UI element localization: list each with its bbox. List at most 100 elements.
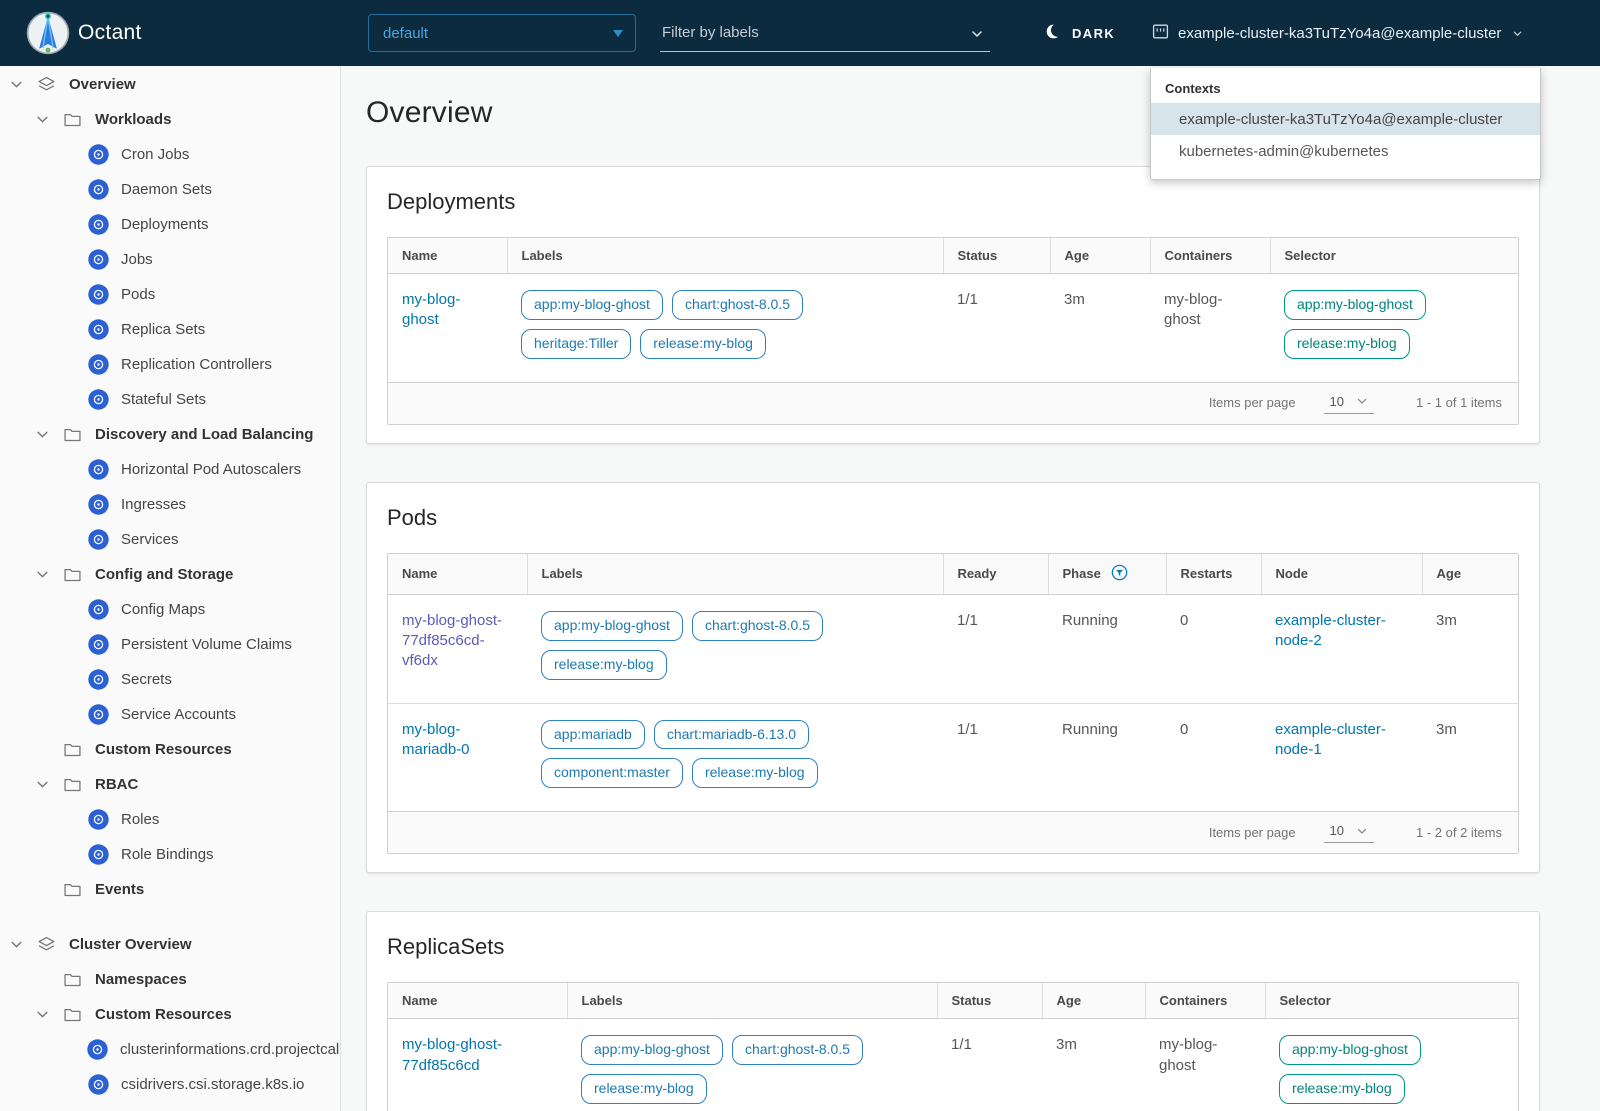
sidebar-item-label: Persistent Volume Claims <box>121 636 292 653</box>
chevron-down-icon[interactable] <box>36 428 50 441</box>
sidebar-item-label: Custom Resources <box>95 1006 232 1023</box>
chevron-down-icon[interactable] <box>36 778 50 791</box>
sidebar-item-deployments[interactable]: Deployments <box>0 207 340 242</box>
resource-icon <box>88 529 109 550</box>
context-option-example-cluster[interactable]: example-cluster-ka3TuTzYo4a@example-clus… <box>1151 103 1540 135</box>
label-tag: chart:mariadb-6.13.0 <box>653 719 810 750</box>
sidebar-item-horizontal-pod-autoscalers[interactable]: Horizontal Pod Autoscalers <box>0 452 340 487</box>
status-value: 1/1 <box>957 291 978 308</box>
sidebar-item-stateful-sets[interactable]: Stateful Sets <box>0 382 340 417</box>
label-tag: heritage:Tiller <box>521 328 632 359</box>
sidebar-item-role-bindings[interactable]: Role Bindings <box>0 837 340 872</box>
sidebar-item-jobs[interactable]: Jobs <box>0 242 340 277</box>
sidebar-item-label: Config Maps <box>121 601 206 618</box>
chevron-down-icon[interactable] <box>10 78 24 91</box>
label-filter-input[interactable] <box>660 14 960 50</box>
resource-icon <box>88 284 109 305</box>
context-option-label: kubernetes-admin@kubernetes <box>1179 142 1389 160</box>
column-header-age: Age <box>1421 553 1518 595</box>
sidebar-item-custom-resources[interactable]: Custom Resources <box>0 732 340 767</box>
chevron-down-icon[interactable] <box>10 938 24 951</box>
sidebar-item-ingresses[interactable]: Ingresses <box>0 487 340 522</box>
sidebar-item-config-and-storage[interactable]: Config and Storage <box>0 557 340 592</box>
page-size-select[interactable]: 10 <box>1323 821 1375 844</box>
label-tag: release:my-blog <box>691 758 818 789</box>
folder-icon <box>62 972 83 987</box>
folder-icon <box>62 1007 83 1022</box>
selector-tag: release:my-blog <box>1284 328 1410 359</box>
app-title: Octant <box>78 21 142 44</box>
sidebar-item-label: Service Accounts <box>121 706 237 723</box>
sidebar-item-services[interactable]: Services <box>0 522 340 557</box>
page-size-select[interactable]: 10 <box>1323 392 1375 414</box>
deployment-name-link[interactable]: my-blog-ghost <box>402 291 461 329</box>
chevron-down-icon[interactable] <box>36 113 50 126</box>
resource-icon <box>88 844 109 865</box>
sidebar-item-crd-csidrivers[interactable]: csidrivers.csi.storage.k8s.io <box>0 1067 340 1102</box>
sidebar-item-workloads[interactable]: Workloads <box>0 102 340 137</box>
folder-icon <box>62 777 83 792</box>
sidebar-item-crd-clusterinformations[interactable]: clusterinformations.crd.projectcalico.or… <box>0 1032 340 1067</box>
resource-icon <box>88 669 109 690</box>
sidebar-item-config-maps[interactable]: Config Maps <box>0 592 340 627</box>
sidebar-item-namespaces[interactable]: Namespaces <box>0 962 340 997</box>
pod-name-link[interactable]: my-blog-ghost-77df85c6cd-vf6dx <box>402 611 503 670</box>
column-header-status: Status <box>942 238 1050 274</box>
filter-icon[interactable] <box>1111 564 1128 584</box>
context-option-kubernetes-admin[interactable]: kubernetes-admin@kubernetes <box>1151 135 1540 167</box>
chevron-down-icon[interactable] <box>970 27 984 46</box>
sidebar-item-overview[interactable]: Overview <box>0 67 340 102</box>
context-switcher[interactable]: example-cluster-ka3TuTzYo4a@example-clus… <box>1152 0 1523 66</box>
column-header-selector: Selector <box>1264 983 1518 1020</box>
column-header-phase-label: Phase <box>1062 566 1101 582</box>
sidebar-item-cron-jobs[interactable]: Cron Jobs <box>0 137 340 172</box>
sidebar-item-pods[interactable]: Pods <box>0 277 340 312</box>
sidebar-item-secrets[interactable]: Secrets <box>0 662 340 697</box>
resource-icon <box>88 634 109 655</box>
column-header-labels: Labels <box>506 238 943 274</box>
sidebar-item-label: Replication Controllers <box>121 356 272 373</box>
sidebar-item-rbac[interactable]: RBAC <box>0 767 340 802</box>
pod-name-link[interactable]: my-blog-mariadb-0 <box>402 720 470 758</box>
octant-logo <box>26 11 70 55</box>
node-link[interactable]: example-cluster-node-1 <box>1275 720 1386 758</box>
label-tag: release:my-blog <box>541 649 667 680</box>
theme-toggle-button[interactable]: DARK <box>1046 0 1115 66</box>
sidebar-item-label: Overview <box>69 76 136 93</box>
sidebar-item-replication-controllers[interactable]: Replication Controllers <box>0 347 340 382</box>
ready-value: 1/1 <box>957 720 978 738</box>
column-header-age: Age <box>1041 983 1145 1020</box>
chevron-down-icon[interactable] <box>36 1008 50 1021</box>
chevron-down-icon[interactable] <box>36 568 50 581</box>
replicaset-name-link[interactable]: my-blog-ghost-77df85c6cd <box>402 1036 503 1074</box>
sidebar-item-label: csidrivers.csi.storage.k8s.io <box>121 1076 305 1093</box>
sidebar-item-daemon-sets[interactable]: Daemon Sets <box>0 172 340 207</box>
sidebar-item-cluster-custom-resources[interactable]: Custom Resources <box>0 997 340 1032</box>
age-value: 3m <box>1436 611 1457 629</box>
label-tag: chart:ghost-8.0.5 <box>691 610 824 641</box>
column-header-restarts: Restarts <box>1165 553 1261 595</box>
pagination-range: 1 - 2 of 2 items <box>1416 824 1502 840</box>
column-header-age: Age <box>1049 238 1150 274</box>
replicasets-table: Name Labels Status Age Containers Select… <box>387 982 1519 1111</box>
namespace-select-value: default <box>383 24 429 42</box>
age-value: 3m <box>1056 1036 1077 1054</box>
column-header-labels: Labels <box>526 553 943 595</box>
sidebar-item-discovery-and-load-balancing[interactable]: Discovery and Load Balancing <box>0 417 340 452</box>
node-link[interactable]: example-cluster-node-2 <box>1275 611 1386 650</box>
items-per-page-label: Items per page <box>1208 824 1296 840</box>
sidebar-item-persistent-volume-claims[interactable]: Persistent Volume Claims <box>0 627 340 662</box>
sidebar-item-roles[interactable]: Roles <box>0 802 340 837</box>
context-option-label: example-cluster-ka3TuTzYo4a@example-clus… <box>1179 110 1503 128</box>
sidebar-item-cluster-overview[interactable]: Cluster Overview <box>0 927 340 962</box>
sidebar-item-service-accounts[interactable]: Service Accounts <box>0 697 340 732</box>
column-header-ready: Ready <box>942 553 1048 595</box>
resource-icon <box>87 1039 108 1060</box>
sidebar-item-events[interactable]: Events <box>0 872 340 907</box>
table-row: my-blog-mariadb-0 app:mariadb chart:maria… <box>388 702 1518 812</box>
replicasets-section-title: ReplicaSets <box>387 934 505 960</box>
sidebar-item-replica-sets[interactable]: Replica Sets <box>0 312 340 347</box>
namespace-select[interactable]: default <box>368 14 636 52</box>
restarts-value: 0 <box>1180 720 1189 738</box>
column-header-name: Name <box>388 983 567 1020</box>
